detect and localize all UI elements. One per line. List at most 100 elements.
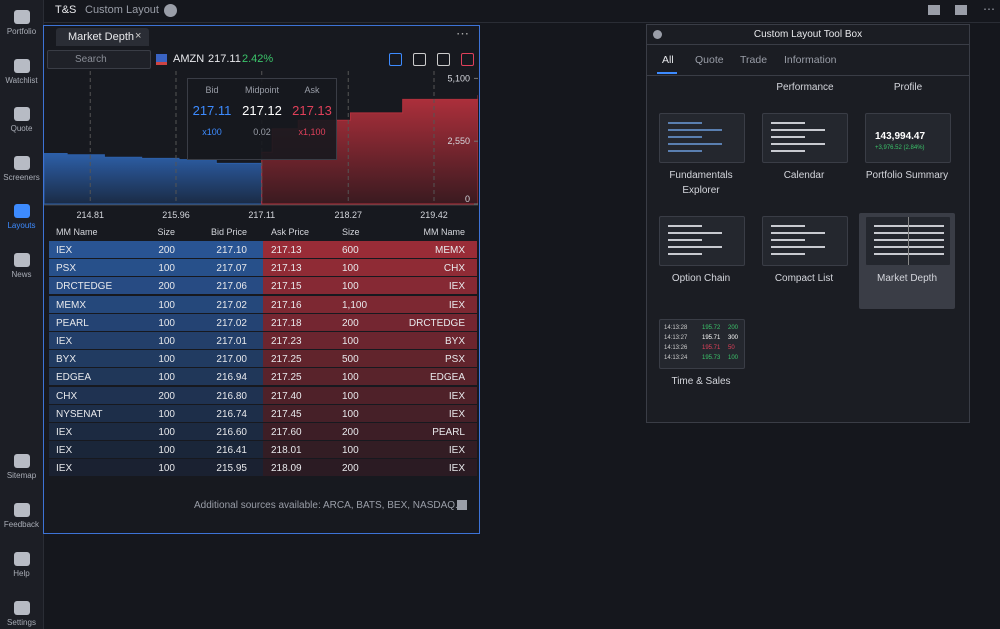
- toolbox-tab[interactable]: All: [662, 54, 674, 66]
- nav-item[interactable]: Help: [0, 552, 43, 578]
- nav-item[interactable]: Layouts: [0, 204, 43, 230]
- item-label[interactable]: Portfolio Summary: [865, 170, 949, 181]
- add-tab-button[interactable]: [164, 4, 177, 17]
- nav-icon: [13, 252, 30, 267]
- item-thumbnail[interactable]: 143,994.47 +3,976.52 (2.84%): [865, 113, 951, 163]
- toolbar-icon[interactable]: [461, 53, 474, 66]
- symbol: AMZN: [173, 53, 205, 65]
- column-header[interactable]: Size: [157, 227, 175, 237]
- toolbar-icon[interactable]: [437, 53, 450, 66]
- cell: 500: [342, 354, 359, 366]
- search-box[interactable]: Search: [47, 50, 151, 69]
- ask-bg: [263, 313, 477, 331]
- toolbox-tab[interactable]: Trade: [740, 54, 768, 66]
- item-thumbnail[interactable]: [659, 113, 745, 163]
- cell: 200: [158, 281, 175, 293]
- nav-item[interactable]: News: [0, 252, 43, 279]
- item-thumbnail[interactable]: [865, 216, 951, 266]
- cell: 217.01: [216, 336, 247, 347]
- item-label[interactable]: Market Depth: [876, 273, 938, 284]
- nav-item[interactable]: Sitemap: [0, 454, 43, 480]
- market-depth-panel: Market Depth × ⋯ Search AMZN 217.11 2.42% 214.8…: [43, 25, 480, 534]
- monitor-icon[interactable]: [928, 5, 940, 15]
- cell: 1,100: [342, 299, 368, 311]
- x-tick-label: 218.27: [334, 210, 362, 220]
- nav-label: Help: [13, 569, 30, 578]
- more-icon[interactable]: ⋯: [983, 2, 995, 16]
- divider: [647, 44, 969, 45]
- column-header[interactable]: Size: [342, 227, 360, 237]
- cell: 217.16: [271, 299, 302, 311]
- nav-item[interactable]: Settings: [0, 601, 43, 627]
- cell: 217.06: [216, 281, 247, 293]
- table-header: MM Name Size Bid Price Ask Price Size MM Name: [49, 224, 477, 240]
- toolbar-icon[interactable]: [389, 53, 402, 66]
- top-tab[interactable]: T&S: [55, 4, 77, 16]
- item-thumbnail[interactable]: [762, 113, 848, 163]
- column-header[interactable]: Bid Price: [210, 227, 247, 237]
- cell: 218.01: [271, 445, 302, 457]
- cell: NYSENAT: [56, 408, 103, 420]
- nav-icon: [13, 204, 30, 218]
- toolbar-icon[interactable]: [413, 53, 426, 66]
- ask-price: 217.13: [292, 103, 332, 118]
- table-row: IEX 100 217.01 217.23 100 BYX: [49, 332, 477, 350]
- bid-label: Bid: [205, 85, 219, 95]
- expand-icon[interactable]: [457, 500, 467, 510]
- nav-item[interactable]: Feedback: [0, 503, 43, 529]
- cell: 100: [342, 445, 359, 457]
- cell: 216.74: [216, 408, 247, 420]
- nav-icon: [13, 601, 30, 615]
- column-header[interactable]: MM Name: [56, 227, 98, 237]
- toolbox-title: Custom Layout Tool Box: [753, 29, 863, 40]
- thumb-split: [908, 217, 909, 265]
- ts-cell: 200: [728, 325, 739, 331]
- nav-label: Layouts: [7, 221, 36, 230]
- nav-item[interactable]: Screeners: [0, 155, 43, 182]
- y-tick-label: 2,550: [447, 136, 470, 146]
- item-label[interactable]: Calendar: [783, 170, 825, 181]
- item-label[interactable]: Compact List: [774, 273, 834, 284]
- thumb-line: [771, 129, 825, 131]
- cell: IEX: [56, 245, 73, 256]
- item-thumbnail[interactable]: [659, 216, 745, 266]
- cell: 217.23: [271, 336, 302, 347]
- cell: IEX: [448, 390, 465, 402]
- top-tab[interactable]: Custom Layout: [85, 4, 159, 16]
- ask-bg: [263, 332, 477, 349]
- ts-cell: 100: [728, 355, 739, 361]
- item-thumbnail[interactable]: 14:13:28 195.72 200 14:13:27 195.71 300 14:13:…: [659, 319, 745, 369]
- briefcase-icon[interactable]: [955, 5, 967, 15]
- item-label[interactable]: Option Chain: [671, 273, 731, 284]
- toolbox-tab[interactable]: Information: [784, 54, 837, 66]
- nav-item[interactable]: Portfolio: [0, 10, 43, 36]
- table-row: PEARL 100 217.02 217.18 200 DRCTEDGE: [49, 313, 477, 332]
- ask-bg: [263, 459, 477, 477]
- cell: IEX: [56, 445, 73, 457]
- nav-item[interactable]: Watchlist: [0, 58, 43, 85]
- cell: 217.15: [271, 281, 302, 293]
- panel-menu[interactable]: ⋯: [456, 26, 469, 41]
- thumb-line: [668, 239, 702, 241]
- cell: EDGEA: [56, 372, 92, 384]
- cell: PEARL: [56, 317, 89, 329]
- column-header[interactable]: MM Name: [423, 227, 465, 237]
- panel-tab[interactable]: Market Depth ×: [56, 28, 149, 46]
- column-header[interactable]: Ask Price: [271, 227, 310, 237]
- item-label[interactable]: Time & Sales: [671, 376, 731, 387]
- item-label[interactable]: Fundamentals Explorer: [669, 170, 733, 196]
- ask-label: Ask: [304, 85, 320, 95]
- toolbox-tab[interactable]: Quote: [695, 54, 724, 66]
- thumb-line: [668, 225, 702, 227]
- cell: IEX: [56, 463, 73, 475]
- depth-area: [44, 153, 263, 205]
- cell: BYX: [56, 354, 77, 366]
- toolbox-close[interactable]: [653, 30, 662, 39]
- ask-bg: [263, 259, 477, 277]
- bid-price: 217.11: [192, 103, 232, 118]
- cell: IEX: [448, 445, 465, 457]
- item-thumbnail[interactable]: [762, 216, 848, 266]
- thumb-line: [771, 239, 805, 241]
- close-tab[interactable]: ×: [135, 30, 142, 42]
- nav-item[interactable]: Quote: [0, 107, 43, 133]
